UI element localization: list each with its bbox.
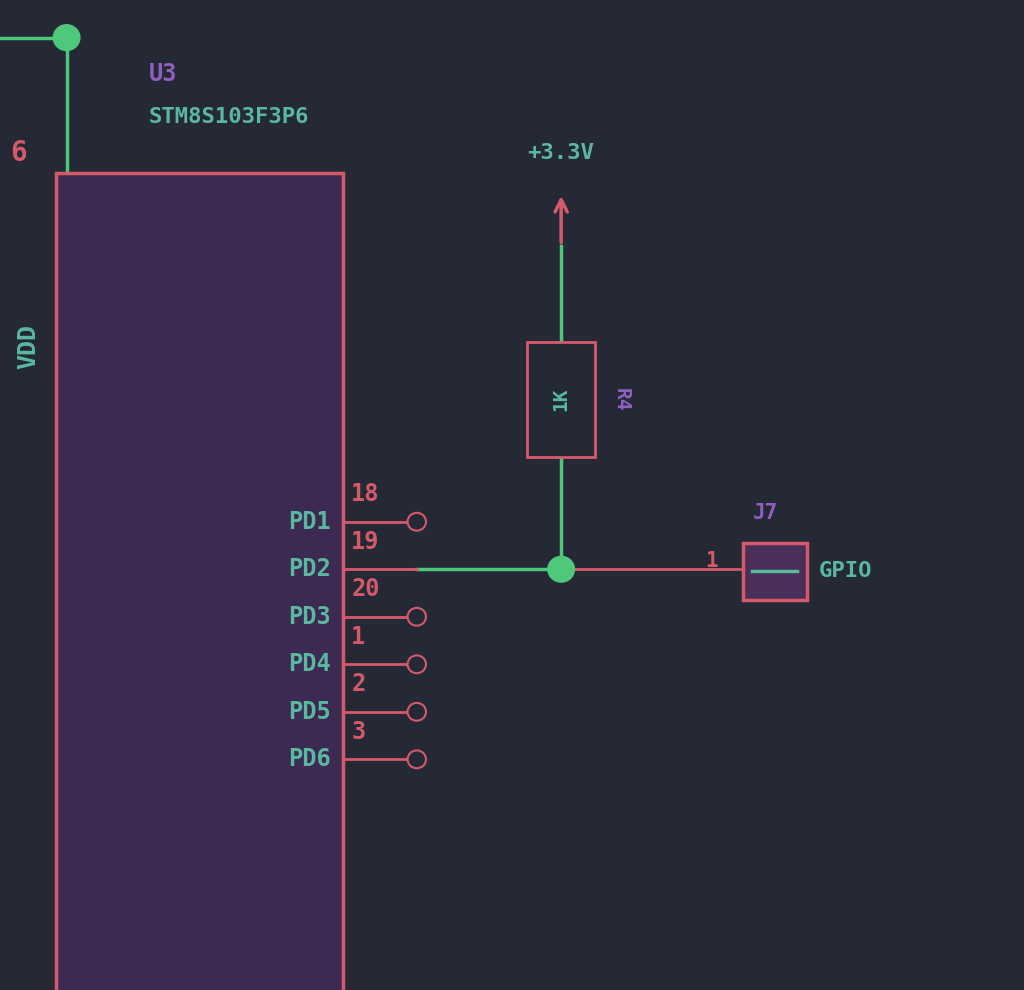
Text: 1: 1 [706,551,718,571]
Text: PD2: PD2 [288,557,331,581]
Text: 3: 3 [351,720,366,743]
Text: PD4: PD4 [288,652,331,676]
Text: VDD: VDD [16,324,41,369]
Circle shape [408,655,426,673]
Text: U3: U3 [148,62,177,86]
Text: 1: 1 [351,625,366,648]
Text: 20: 20 [351,577,380,601]
Text: PD3: PD3 [288,605,331,629]
Text: PD1: PD1 [288,510,331,534]
Text: 18: 18 [351,482,380,506]
Circle shape [408,703,426,721]
Circle shape [548,556,574,582]
Text: 1K: 1K [552,388,570,411]
Text: R4: R4 [611,388,631,411]
Text: PD5: PD5 [288,700,331,724]
Bar [56,173,343,990]
Text: 19: 19 [351,530,380,553]
Text: PD6: PD6 [288,747,331,771]
Text: 6: 6 [10,140,27,167]
Circle shape [408,513,426,531]
Text: 2: 2 [351,672,366,696]
Bar [527,342,595,457]
Circle shape [408,750,426,768]
Text: J7: J7 [753,503,778,523]
Text: STM8S103F3P6: STM8S103F3P6 [148,107,309,127]
Bar [743,543,807,600]
Circle shape [53,25,80,50]
Circle shape [408,608,426,626]
Text: +3.3V: +3.3V [527,144,595,163]
Text: GPIO: GPIO [819,561,872,581]
